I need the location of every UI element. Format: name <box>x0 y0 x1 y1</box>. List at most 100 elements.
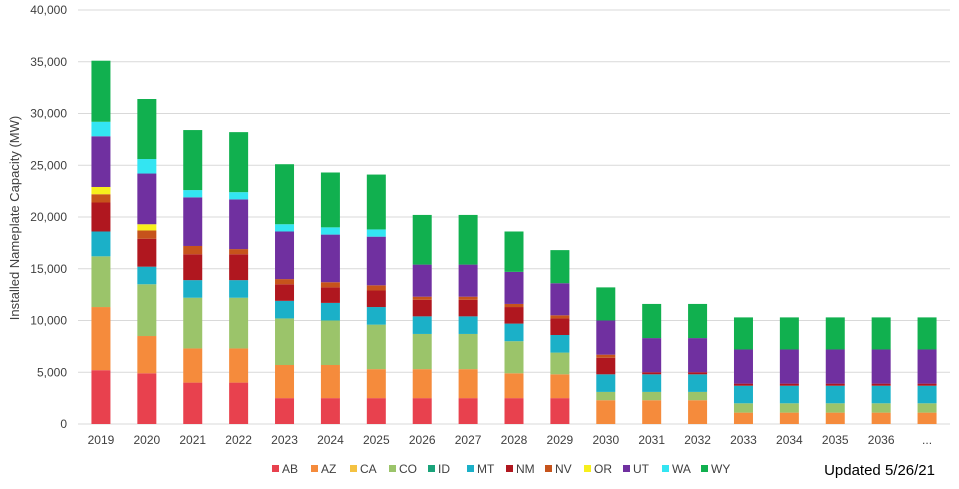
bars <box>91 60 937 424</box>
bar-segment-co <box>366 324 386 370</box>
bar-segment-az <box>688 400 708 424</box>
bar-segment-nv <box>596 354 616 358</box>
bar-segment-wy <box>412 214 432 265</box>
bar-segment-mt <box>458 316 478 334</box>
bar-segment-co <box>779 403 799 413</box>
bar-segment-or <box>137 224 157 231</box>
x-tick-label: 2031 <box>638 433 665 447</box>
legend-item-wy: WY <box>701 462 730 476</box>
bar-segment-wy <box>917 317 937 350</box>
bar-segment-ut <box>733 349 753 384</box>
bar-segment-wy <box>504 231 524 272</box>
bar-segment-nm <box>320 287 340 303</box>
bar-segment-wy <box>458 214 478 265</box>
y-tick-label: 15,000 <box>30 262 67 276</box>
bar-segment-ut <box>688 338 708 373</box>
bar-segment-ut <box>229 199 249 250</box>
bar-segment-mt <box>596 374 616 392</box>
bar-segment-or <box>91 186 111 195</box>
bar-segment-wy <box>137 99 157 160</box>
bar-segment-mt <box>320 302 340 321</box>
y-tick-label: 20,000 <box>30 210 67 224</box>
updated-note: Updated 5/26/21 <box>824 462 935 479</box>
y-tick-label: 0 <box>60 417 67 431</box>
gridlines <box>78 9 950 425</box>
bar-segment-nm <box>504 307 524 324</box>
bar-segment-wa <box>275 224 295 232</box>
bar-segment-co <box>596 391 616 401</box>
bar-segment-wy <box>825 317 845 350</box>
x-tick-label: 2028 <box>501 433 528 447</box>
bar-segment-wy <box>596 287 616 321</box>
bar-segment-nv <box>229 249 249 255</box>
bar-segment-ab <box>137 373 157 424</box>
bar-segment-az <box>596 400 616 424</box>
bar-segment-nm <box>91 202 111 232</box>
bar-segment-nm <box>458 299 478 317</box>
bar-segment-nm <box>412 299 432 317</box>
bar-segment-mt <box>825 385 845 404</box>
bar-segment-co <box>504 341 524 374</box>
legend-label: ID <box>438 462 450 476</box>
bar-segment-az <box>504 373 524 399</box>
bar-segment-wa <box>366 229 386 237</box>
bar-segment-nv <box>137 230 157 239</box>
bar-segment-az <box>229 348 249 383</box>
bar-segment-mt <box>733 385 753 404</box>
y-tick-label: 25,000 <box>30 158 67 172</box>
legend-swatch <box>623 465 630 472</box>
bar-segment-ut <box>596 320 616 355</box>
bar-segment-az <box>412 369 432 399</box>
bar-segment-co <box>91 256 111 308</box>
bar-segment-wy <box>91 60 111 122</box>
bar-segment-az <box>550 374 570 399</box>
bar-segment-nv <box>275 279 295 285</box>
bar-segment-mt <box>366 307 386 325</box>
bar-segment-co <box>550 352 570 375</box>
x-tick-label: 2029 <box>547 433 574 447</box>
bar-segment-co <box>458 333 478 370</box>
legend-swatch <box>506 465 513 472</box>
bar-segment-ut <box>779 349 799 384</box>
bar-segment-wy <box>183 130 203 191</box>
bar-segment-wy <box>550 250 570 284</box>
x-tick-label: 2036 <box>868 433 895 447</box>
bar-segment-ut <box>917 349 937 384</box>
bar-segment-co <box>733 403 753 413</box>
bar-segment-nv <box>320 282 340 288</box>
legend-label: NM <box>516 462 535 476</box>
bar-segment-az <box>642 400 662 424</box>
legend-label: MT <box>477 462 495 476</box>
bar-segment-co <box>642 391 662 401</box>
legend-swatch <box>662 465 669 472</box>
bar-segment-az <box>183 348 203 383</box>
bar-segment-wy <box>320 172 340 228</box>
bar-segment-mt <box>779 385 799 404</box>
legend-swatch <box>311 465 318 472</box>
bar-segment-co <box>917 403 937 413</box>
bar-segment-ab <box>412 398 432 424</box>
bar-segment-ut <box>504 271 524 304</box>
bar-segment-nv <box>91 194 111 203</box>
bar-segment-nv <box>412 296 432 300</box>
x-tick-label: 2022 <box>225 433 252 447</box>
bar-segment-az <box>275 365 295 399</box>
bar-segment-ab <box>91 370 111 424</box>
bar-segment-wy <box>642 303 662 339</box>
y-tick-label: 40,000 <box>30 3 67 17</box>
bar-segment-az <box>917 412 937 424</box>
bar-segment-wa <box>183 190 203 198</box>
bar-segment-co <box>229 297 249 349</box>
bar-segment-nm <box>366 290 386 308</box>
bar-segment-ab <box>504 398 524 424</box>
legend-swatch <box>428 465 435 472</box>
x-axis-ticks: 2019 2020 2021 2022 2023 2024 2025 2026 2027 2028… <box>88 433 932 447</box>
bar-segment-wa <box>229 192 249 200</box>
bar-segment-co <box>275 318 295 366</box>
bar-segment-co <box>320 320 340 366</box>
x-tick-label: 2027 <box>455 433 482 447</box>
bar-segment-nm <box>183 254 203 281</box>
bar-segment-mt <box>871 385 891 404</box>
bar-segment-ut <box>412 264 432 297</box>
